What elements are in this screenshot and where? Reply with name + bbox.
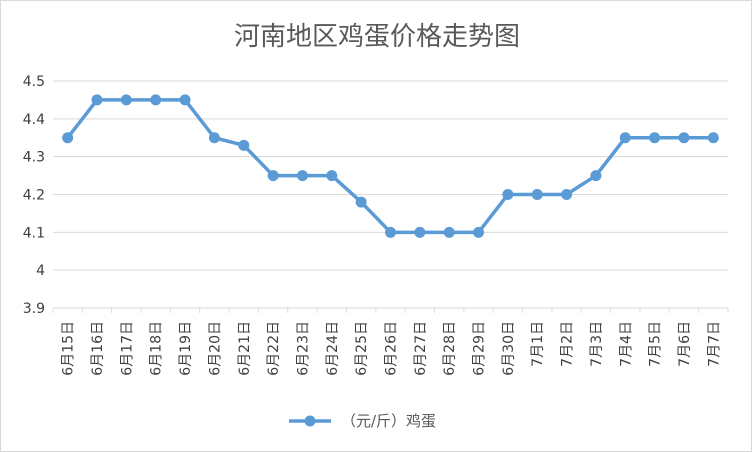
legend-label: （元/斤）鸡蛋 bbox=[341, 412, 436, 430]
x-tick-label: 6月26日 bbox=[384, 321, 400, 376]
x-tick-label: 7月1日 bbox=[530, 321, 546, 367]
data-point bbox=[91, 94, 103, 106]
y-tick-label: 4.4 bbox=[23, 112, 45, 128]
x-axis-ticks: 6月15日 6月16日 6月17日 6月18日 6月19日 6月20日 6月21日 6月22日… bbox=[61, 321, 723, 376]
legend: （元/斤）鸡蛋 bbox=[289, 412, 436, 430]
data-point bbox=[619, 132, 631, 144]
x-tick-label: 6月24日 bbox=[325, 321, 341, 376]
x-tick-label: 7月7日 bbox=[706, 321, 722, 367]
series-line bbox=[65, 98, 716, 235]
data-point bbox=[590, 170, 602, 182]
x-tick-label: 6月21日 bbox=[237, 321, 253, 376]
series-layer bbox=[62, 94, 719, 238]
x-tick-label: 7月2日 bbox=[560, 321, 576, 367]
data-point bbox=[531, 189, 543, 200]
y-tick-label: 4 bbox=[36, 263, 45, 279]
x-tick-label: 6月28日 bbox=[442, 321, 458, 376]
y-tick-label: 3.9 bbox=[23, 301, 45, 317]
data-point bbox=[150, 94, 162, 106]
y-tick-label: 4.1 bbox=[23, 225, 45, 241]
y-tick-label: 4.2 bbox=[23, 188, 45, 204]
data-point bbox=[62, 132, 74, 144]
legend-dot-marker bbox=[304, 415, 316, 427]
data-point bbox=[678, 132, 690, 144]
data-point bbox=[267, 170, 279, 182]
x-tick-label: 6月19日 bbox=[178, 321, 194, 376]
x-tick-label: 6月25日 bbox=[354, 321, 370, 376]
x-tick-label: 6月17日 bbox=[119, 321, 135, 376]
x-tick-label: 6月29日 bbox=[472, 321, 488, 376]
data-point bbox=[355, 196, 367, 208]
data-point bbox=[120, 94, 132, 106]
y-tick-label: 4.5 bbox=[23, 74, 45, 90]
data-point bbox=[208, 132, 220, 144]
data-point bbox=[502, 189, 514, 200]
data-point bbox=[707, 132, 719, 144]
x-tick-label: 7月5日 bbox=[648, 321, 664, 367]
data-point bbox=[649, 132, 661, 144]
data-point bbox=[561, 189, 573, 200]
data-point bbox=[179, 94, 191, 106]
x-tick-label: 6月18日 bbox=[149, 321, 165, 376]
y-axis-ticks: 3.9 4 4.1 4.2 4.3 4.4 4.5 bbox=[23, 74, 45, 317]
x-tick-label: 6月27日 bbox=[413, 321, 429, 376]
x-tick-label: 6月30日 bbox=[501, 321, 517, 376]
chart-title: 河南地区鸡蛋价格走势图 bbox=[234, 22, 520, 52]
x-tick-label: 6月23日 bbox=[295, 321, 311, 376]
x-tick-label: 6月15日 bbox=[61, 321, 77, 376]
y-tick-label: 4.3 bbox=[23, 150, 45, 166]
data-point bbox=[238, 139, 250, 151]
data-point bbox=[473, 226, 485, 238]
x-tick-label: 6月16日 bbox=[90, 321, 106, 376]
data-point bbox=[443, 226, 455, 238]
data-point bbox=[385, 226, 396, 238]
x-tick-label: 7月6日 bbox=[677, 321, 693, 367]
data-point bbox=[414, 226, 426, 238]
x-tick-label: 6月20日 bbox=[207, 321, 223, 376]
data-point bbox=[326, 170, 338, 182]
x-tick-label: 6月22日 bbox=[266, 321, 282, 376]
grid-layer bbox=[52, 80, 729, 313]
x-tick-label: 7月3日 bbox=[589, 321, 605, 367]
data-point bbox=[296, 170, 308, 182]
x-tick-label: 7月4日 bbox=[618, 321, 634, 367]
